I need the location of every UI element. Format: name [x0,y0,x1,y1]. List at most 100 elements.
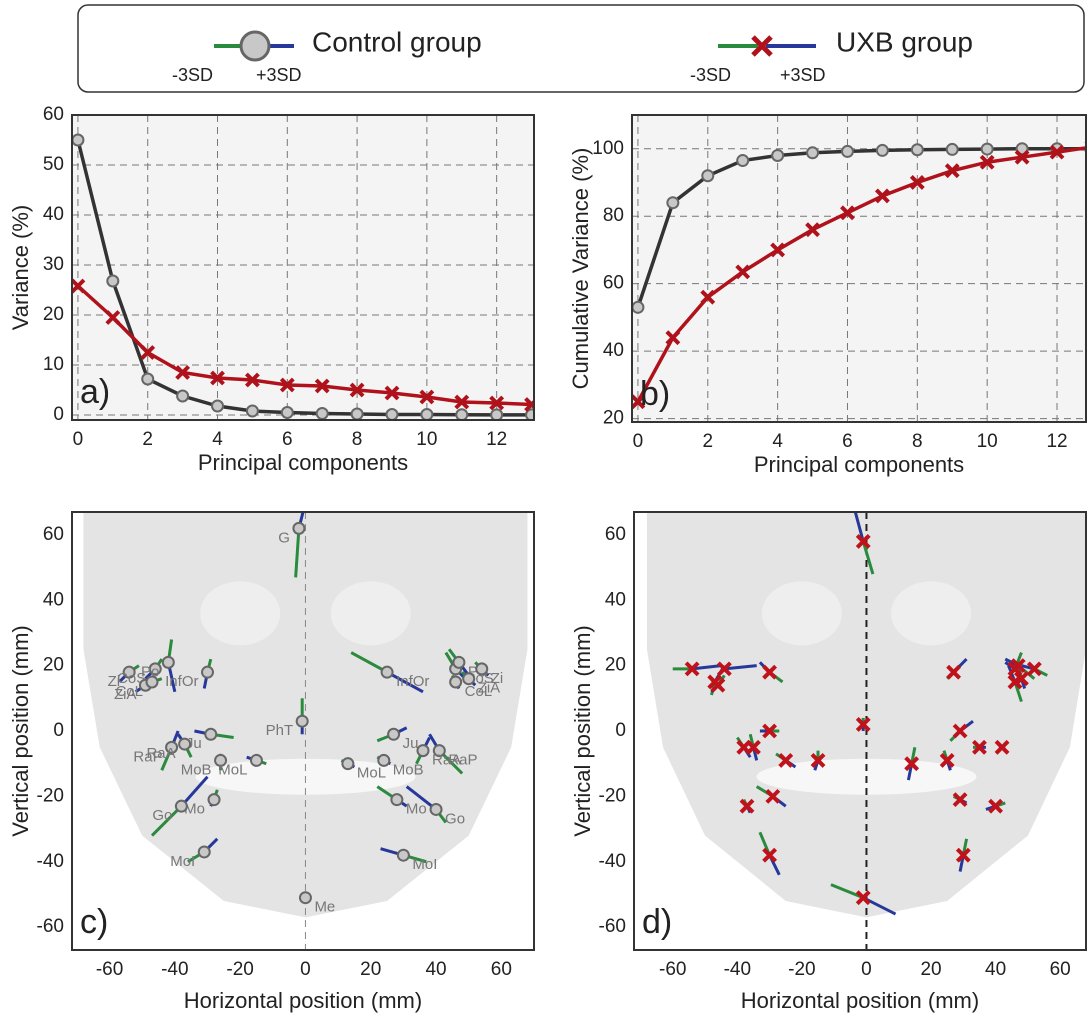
landmark-label: Zi [108,673,121,690]
marker [810,753,826,768]
y-tick-label: 60 [603,273,624,294]
marker [454,394,470,410]
marker [377,753,391,767]
eye-socket [200,581,281,646]
marker [736,154,750,168]
plus-3sd-segment [853,512,865,542]
plot-frame [71,114,535,421]
marker [249,753,263,767]
plus-3sd-segment [691,664,722,671]
marker [632,394,646,410]
marker [840,205,855,221]
marker [420,408,434,420]
marker [210,370,225,386]
y-tick-label: 0 [53,404,64,425]
y-tick-label: 100 [592,138,624,159]
y-tick-label: -40 [37,851,64,872]
panel-label: a) [80,373,110,411]
marker [910,143,924,157]
marker [770,242,786,258]
marker [665,330,681,346]
marker [72,133,85,147]
landmark-label: Me [314,899,335,916]
y-tick-label: 40 [605,589,626,610]
marker [805,222,820,238]
marker [489,395,505,411]
x-tick-label: 0 [300,959,311,980]
y-tick-label: 20 [603,408,624,429]
marker [945,142,959,156]
marker [341,757,355,771]
marker [452,655,466,669]
marker [946,664,962,680]
marker [806,146,820,160]
y-axis-label: Cumulative Variance (%) [568,148,593,390]
landmark-label: PhT [266,722,294,739]
landmark-label: InfOr [165,673,198,690]
landmark-label: CoL [115,683,143,700]
x-tick-label: -20 [226,959,253,980]
marker [207,793,221,807]
x-tick-label: 8 [352,429,363,450]
x-tick-label: 60 [491,959,512,980]
marker [419,389,435,405]
marker [387,727,401,741]
y-tick-label: 60 [43,104,64,125]
marker [840,144,854,158]
y-tick-label: 60 [43,524,64,545]
landmark-label: MoI [412,856,437,873]
marker [384,385,400,401]
y-tick-label: 30 [43,254,64,275]
panel-label: b) [640,375,670,413]
marker [939,753,955,768]
marker [455,408,469,420]
x-tick-label: -40 [161,959,188,980]
panel-label: d) [642,903,672,941]
marker [197,845,211,859]
marker [280,406,294,419]
landmark-label: Go [152,807,172,824]
y-tick-label: 0 [53,720,64,741]
marker [904,756,920,772]
marker [710,677,726,693]
marker [952,723,968,739]
marker [1049,144,1065,160]
marker [314,378,330,394]
marker [279,377,295,393]
x-tick-label: 6 [842,431,853,452]
x-tick-label: -20 [788,959,815,980]
marker [350,407,364,420]
x-tick-label: 12 [486,429,507,450]
y-tick-label: -60 [37,916,64,937]
landmark-label: RaA [146,745,175,762]
plus-3sd-segment [724,664,757,671]
landmark-label: G [278,529,290,546]
x-tick-label: -60 [659,959,686,980]
y-axis-label: Variance (%) [8,205,33,331]
landmark-label: Ju [403,735,419,752]
landmark-label: MoI [170,853,195,870]
marker [462,672,476,686]
marker [349,382,365,398]
marker [176,389,190,403]
marker [684,661,700,677]
marker [1010,658,1026,674]
minus-3sd-segment [830,883,864,900]
landmark-label: Zi [491,670,504,687]
marker [952,792,968,808]
x-tick-label: 6 [282,429,293,450]
x-axis-label: Horizontal position (mm) [184,988,422,1013]
marker [429,802,443,816]
marker [666,196,680,210]
y-tick-label: 40 [603,340,624,361]
marker [122,665,136,679]
y-tick-label: -20 [599,785,626,806]
marker [385,408,399,420]
marker [762,847,778,863]
minus-3sd-segment [861,540,875,575]
landmark-label: Mo [184,801,205,818]
marker [875,143,889,157]
landmark-label: RaP [133,748,162,765]
marker [855,534,871,549]
